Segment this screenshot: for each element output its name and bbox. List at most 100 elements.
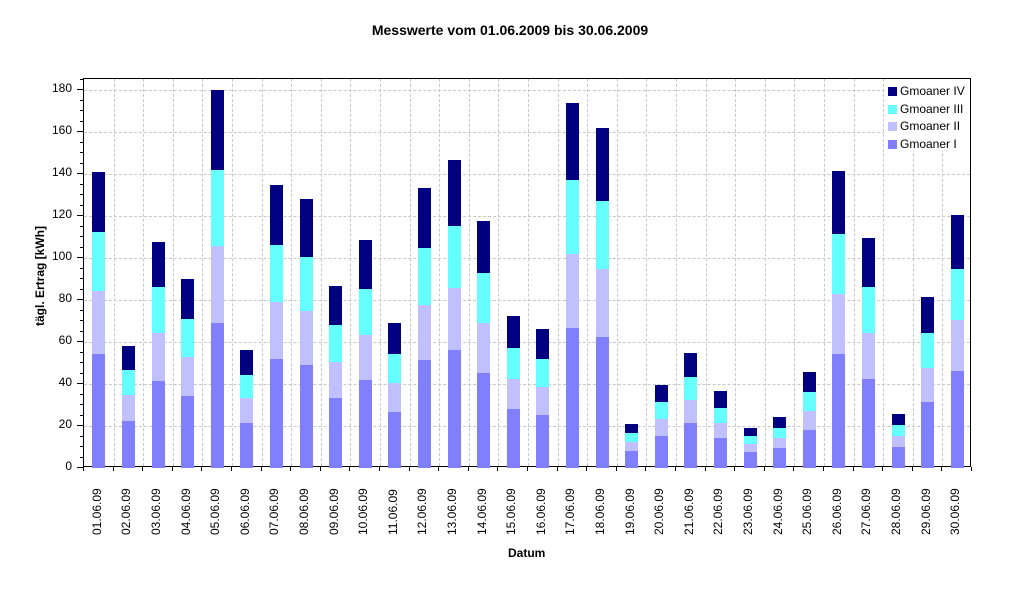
bar-segment-gmoaner-i — [92, 353, 106, 468]
x-tick-label: 20.06.09 — [652, 488, 667, 535]
bar-segment-gmoaner-iii — [210, 169, 224, 247]
y-tick-major — [77, 341, 83, 342]
bar-segment-gmoaner-ii — [181, 357, 195, 397]
x-tick — [83, 467, 84, 471]
bar-segment-gmoaner-ii — [358, 334, 372, 380]
x-tick — [201, 467, 203, 471]
bar-segment-gmoaner-i — [654, 435, 668, 468]
bar-segment-gmoaner-i — [684, 423, 698, 468]
bar-26.06.09 — [832, 79, 846, 468]
x-tick-label: 09.06.09 — [326, 488, 341, 535]
bar-segment-gmoaner-ii — [210, 246, 224, 324]
plot-area — [83, 78, 971, 468]
bar-segment-gmoaner-i — [388, 411, 402, 468]
gridline-vertical — [528, 79, 529, 466]
y-tick-label: 80 — [58, 291, 72, 305]
bar-segment-gmoaner-iv — [625, 423, 639, 433]
x-tick — [645, 467, 647, 471]
x-tick — [793, 467, 795, 471]
bar-segment-gmoaner-iv — [802, 372, 816, 392]
x-tick-label: 15.06.09 — [504, 488, 519, 535]
bar-segment-gmoaner-ii — [92, 290, 106, 354]
gridline-horizontal — [84, 426, 970, 427]
gridline-vertical — [735, 79, 737, 466]
y-tick-major — [77, 383, 83, 384]
bar-segment-gmoaner-ii — [891, 435, 905, 447]
legend-label: Gmoaner III — [900, 101, 964, 116]
bar-segment-gmoaner-i — [625, 450, 639, 468]
x-tick-label: 17.06.09 — [563, 488, 578, 535]
bar-14.06.09 — [477, 79, 491, 468]
bar-segment-gmoaner-iii — [921, 332, 935, 369]
bar-segment-gmoaner-iv — [181, 279, 195, 320]
y-tick-major — [77, 467, 83, 468]
bar-segment-gmoaner-iii — [684, 377, 698, 401]
x-tick — [586, 467, 588, 471]
bar-segment-gmoaner-iv — [506, 315, 520, 348]
bar-segment-gmoaner-ii — [447, 287, 461, 350]
y-tick-minor — [80, 456, 83, 458]
x-tick-label: 29.06.09 — [918, 488, 933, 535]
bar-segment-gmoaner-i — [565, 327, 579, 468]
bar-segment-gmoaner-ii — [329, 361, 343, 398]
gridline-vertical — [912, 79, 914, 466]
bar-segment-gmoaner-i — [299, 364, 313, 468]
y-tick-major — [77, 173, 83, 174]
gridline-vertical — [616, 79, 618, 466]
legend-item: Gmoaner IV — [888, 84, 965, 98]
x-tick — [231, 467, 232, 471]
bar-segment-gmoaner-iv — [121, 346, 135, 371]
x-tick — [852, 467, 854, 471]
bar-segment-gmoaner-i — [447, 349, 461, 468]
x-tick — [260, 467, 262, 471]
bar-segment-gmoaner-iii — [329, 324, 343, 362]
x-tick-label: 06.06.09 — [237, 488, 252, 535]
x-tick — [882, 467, 884, 471]
gridline-vertical — [172, 79, 174, 466]
x-tick — [112, 467, 114, 471]
legend-label: Gmoaner IV — [900, 84, 965, 98]
gridline-vertical — [764, 79, 766, 466]
bar-segment-gmoaner-iv — [654, 385, 668, 403]
y-tick-minor — [80, 320, 83, 321]
legend: Gmoaner IV Gmoaner III Gmoaner II Gmoaner I — [884, 79, 970, 151]
gridline-vertical — [646, 79, 648, 466]
bar-segment-gmoaner-ii — [121, 395, 135, 422]
bar-segment-gmoaner-i — [181, 396, 195, 468]
bar-segment-gmoaner-ii — [388, 382, 402, 412]
x-tick — [408, 467, 410, 471]
bar-segment-gmoaner-ii — [565, 254, 579, 328]
y-tick-label: 0 — [65, 459, 72, 473]
bar-segment-gmoaner-i — [151, 381, 165, 468]
y-tick-minor — [80, 120, 83, 122]
y-tick-label: 100 — [51, 249, 72, 263]
x-tick-label: 10.06.09 — [356, 488, 371, 535]
bar-20.06.09 — [654, 79, 668, 468]
gridline-horizontal — [84, 132, 970, 133]
y-tick-minor — [80, 78, 83, 80]
bar-10.06.09 — [358, 79, 372, 468]
bar-segment-gmoaner-i — [417, 359, 431, 468]
bar-segment-gmoaner-iv — [210, 90, 224, 170]
bar-segment-gmoaner-iv — [773, 416, 787, 428]
bar-segment-gmoaner-ii — [477, 322, 491, 374]
bar-16.06.09 — [536, 79, 550, 468]
gridline-vertical — [468, 79, 470, 466]
bar-segment-gmoaner-ii — [921, 368, 935, 403]
gridline-vertical — [705, 79, 707, 466]
bar-segment-gmoaner-iv — [891, 413, 905, 425]
bar-15.06.09 — [506, 79, 520, 468]
gridline-vertical — [113, 79, 115, 466]
bar-segment-gmoaner-ii — [299, 310, 313, 365]
legend-item: Gmoaner I — [888, 137, 957, 151]
bar-08.06.09 — [299, 79, 313, 468]
legend-swatch-icon — [888, 122, 897, 131]
x-tick — [142, 467, 144, 471]
x-tick — [763, 467, 765, 471]
bar-21.06.09 — [684, 79, 698, 468]
bar-segment-gmoaner-iii — [565, 180, 579, 255]
x-tick — [290, 467, 292, 471]
y-tick-minor — [80, 309, 83, 311]
x-tick — [349, 467, 351, 471]
y-tick-label: 140 — [51, 165, 72, 179]
